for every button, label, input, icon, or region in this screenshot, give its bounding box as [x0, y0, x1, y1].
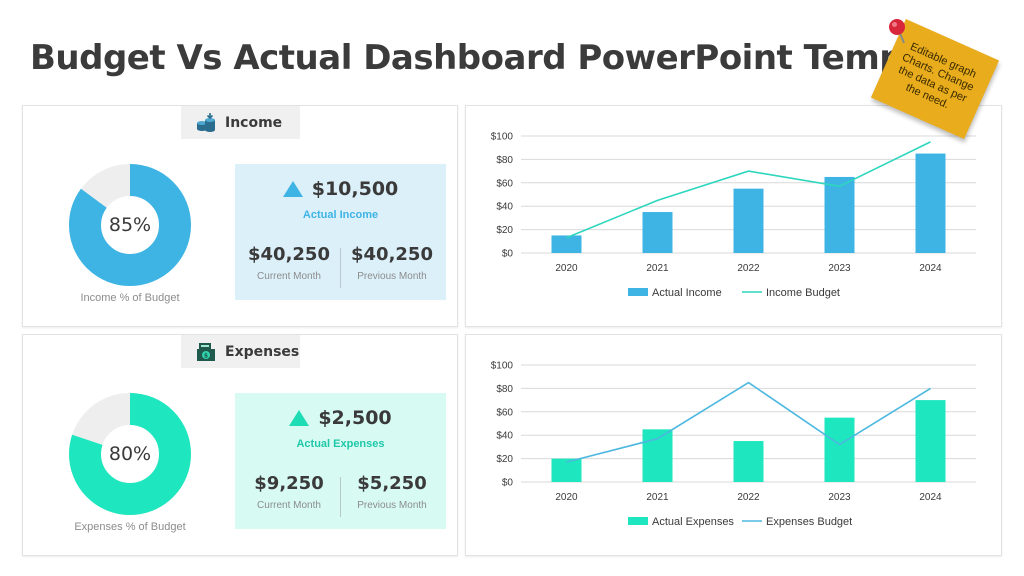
- expenses-previous-month: $5,250 Previous Month: [342, 473, 442, 511]
- expenses-chart-legend-bar-label: Actual Expenses: [652, 516, 734, 528]
- expenses-chart-x-tick-label: 2023: [828, 492, 851, 503]
- income-summary-panel: Income 85% Income % of Budget $10,500 Ac…: [22, 105, 458, 327]
- income-previous-value: $40,250: [351, 244, 433, 265]
- income-chart-x-tick-label: 2023: [828, 263, 851, 274]
- expenses-chart-y-tick-label: $60: [496, 407, 513, 418]
- expenses-chart: $0 $20 $40 $60 $80 $100 2020 2021 2022 2023 2024 Ac…: [491, 361, 976, 528]
- income-chart-x-tick-label: 2022: [737, 263, 760, 274]
- pushpin-icon: [889, 19, 905, 44]
- income-chart-legend-bar-label: Actual Income: [652, 287, 722, 299]
- income-current-month: $40,250 Current Month: [239, 244, 339, 282]
- income-chart-bar: [551, 235, 582, 253]
- income-chart-panel: $0 $20 $40 $60 $80 $100 2020 2021 2022 2023 2024 Ac…: [465, 105, 1002, 327]
- expenses-tag-label: Expenses: [225, 343, 300, 360]
- expenses-chart-bar: [824, 417, 855, 482]
- expenses-chart-x-tick-label: 2024: [919, 492, 942, 503]
- cash-register-icon: $: [197, 342, 215, 361]
- actual-expenses-value: $2,500: [318, 407, 392, 429]
- income-tag: Income: [181, 106, 300, 139]
- sticky-note-text: Editable graph Charts. Change the data a…: [896, 40, 978, 112]
- expenses-chart-legend-bar-swatch: [628, 517, 648, 525]
- expenses-chart-bar: [733, 441, 764, 482]
- expenses-current-month: $9,250 Current Month: [239, 473, 339, 511]
- income-donut-value: 85%: [108, 214, 152, 236]
- expenses-chart-bar: [642, 429, 673, 482]
- income-chart-bar: [824, 176, 855, 253]
- income-chart-y-tick-label: $100: [491, 132, 514, 143]
- expenses-donut-value: 80%: [108, 443, 152, 465]
- coins-icon: [197, 112, 215, 132]
- income-current-value: $40,250: [248, 244, 330, 265]
- expenses-donut: 80%: [69, 393, 191, 515]
- income-chart-bar: [642, 212, 673, 253]
- income-donut-caption: Income % of Budget: [80, 292, 180, 304]
- income-chart-bar: [733, 188, 764, 253]
- income-donut: 85%: [69, 164, 191, 286]
- expenses-chart-y-tick-label: $100: [491, 361, 514, 372]
- income-chart-y-tick-label: $0: [502, 249, 514, 260]
- expenses-chart-bar: [551, 458, 582, 482]
- expenses-previous-value: $5,250: [357, 473, 427, 494]
- income-chart-legend-bar-swatch: [628, 288, 648, 296]
- income-tag-label: Income: [225, 114, 283, 131]
- income-chart-y-tick-label: $60: [496, 178, 513, 189]
- income-chart-y-tick-label: $80: [496, 155, 513, 166]
- expenses-summary-panel: $ Expenses 80% Expenses % of Budget $2,5…: [22, 334, 458, 556]
- up-triangle-icon: [289, 410, 310, 426]
- expenses-current-value: $9,250: [254, 473, 324, 494]
- income-previous-label: Previous Month: [357, 271, 427, 282]
- expenses-chart-y-tick-label: $80: [496, 384, 513, 395]
- svg-text:$: $: [204, 352, 208, 359]
- income-chart-x-tick-label: 2024: [919, 263, 942, 274]
- expenses-chart-y-tick-label: $20: [496, 454, 513, 465]
- expenses-chart-panel: $0 $20 $40 $60 $80 $100 2020 2021 2022 2023 2024 Ac…: [465, 334, 1002, 556]
- page-title: Budget Vs Actual Dashboard PowerPoint Te…: [30, 38, 976, 78]
- actual-expenses-label: Actual Expenses: [296, 438, 385, 450]
- expenses-chart-x-tick-label: 2022: [737, 492, 760, 503]
- up-triangle-icon: [282, 181, 303, 197]
- income-chart-x-tick-label: 2020: [555, 263, 578, 274]
- expenses-chart-x-tick-label: 2020: [555, 492, 578, 503]
- expenses-chart-bar: [915, 400, 946, 482]
- actual-income-value: $10,500: [311, 178, 399, 200]
- income-stat-card: $10,500 Actual Income $40,250 Current Mo…: [235, 164, 446, 300]
- expenses-chart-legend-line-label: Expenses Budget: [766, 516, 852, 528]
- divider: [340, 248, 341, 288]
- income-chart-bar: [915, 153, 946, 253]
- expenses-donut-caption: Expenses % of Budget: [74, 521, 186, 533]
- expenses-tag: $ Expenses: [181, 335, 300, 368]
- expenses-chart-y-tick-label: $40: [496, 431, 513, 442]
- expenses-donut-arc: [69, 393, 191, 515]
- income-chart-y-tick-label: $40: [496, 202, 513, 213]
- expenses-current-label: Current Month: [257, 500, 321, 511]
- income-chart-y-tick-label: $20: [496, 225, 513, 236]
- divider: [340, 477, 341, 517]
- expenses-chart-y-tick-label: $0: [502, 478, 514, 489]
- income-chart-legend-line-label: Income Budget: [766, 287, 840, 299]
- income-chart-x-tick-label: 2021: [646, 263, 669, 274]
- expenses-chart-x-tick-label: 2021: [646, 492, 669, 503]
- income-chart: $0 $20 $40 $60 $80 $100 2020 2021 2022 2023 2024 Ac…: [491, 132, 976, 299]
- income-previous-month: $40,250 Previous Month: [342, 244, 442, 282]
- expenses-previous-label: Previous Month: [357, 500, 427, 511]
- expenses-stat-card: $2,500 Actual Expenses $9,250 Current Mo…: [235, 393, 446, 529]
- actual-income-label: Actual Income: [302, 209, 379, 221]
- income-donut-arc: [69, 164, 191, 286]
- income-current-label: Current Month: [257, 271, 321, 282]
